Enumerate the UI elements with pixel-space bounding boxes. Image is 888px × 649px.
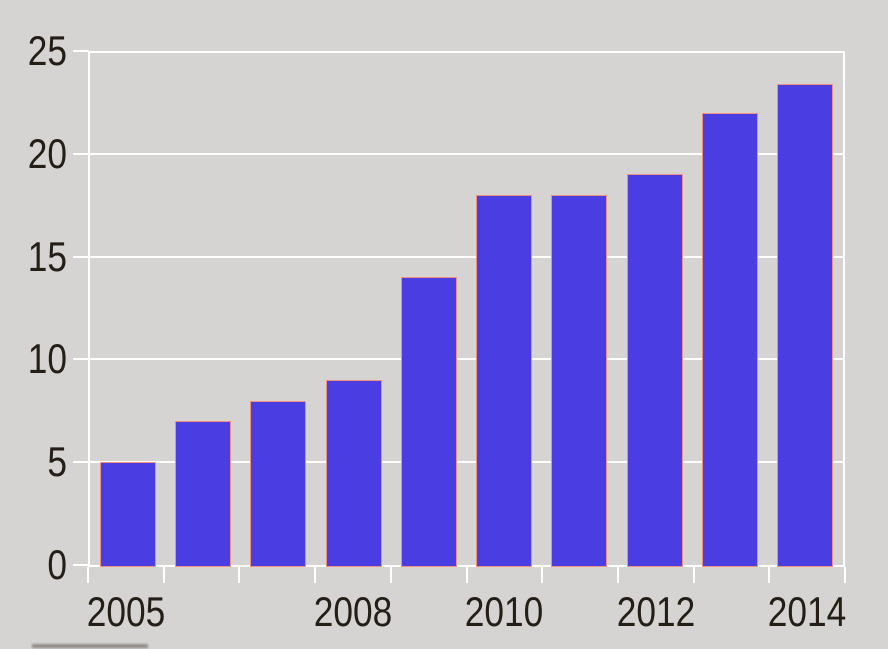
- gridline-5: [90, 461, 843, 464]
- y-axis-tick-label-0: 0: [47, 541, 67, 588]
- y-axis-tick-5: [73, 461, 89, 464]
- x-axis-tick-label-2005: 2005: [86, 588, 166, 635]
- x-axis-tick-2: [238, 567, 241, 583]
- gridline-20: [90, 152, 843, 155]
- y-axis-tick-25: [73, 50, 89, 52]
- bar-2011: [551, 194, 608, 567]
- cutoff-text-fragment: [32, 644, 148, 648]
- y-axis-tick-label-25: 25: [27, 27, 68, 74]
- y-axis-tick-15: [73, 255, 89, 258]
- bar-2007: [250, 400, 307, 567]
- x-axis-tick-3: [314, 567, 317, 583]
- bar-2014: [777, 83, 834, 567]
- y-axis-tick-10: [73, 358, 89, 361]
- bar-2013: [702, 112, 759, 567]
- bars-layer: [90, 53, 843, 567]
- x-axis-tick-10: [844, 567, 846, 583]
- bar-2008: [325, 379, 382, 567]
- grid-layer: [90, 53, 843, 565]
- x-axis-tick-9: [768, 567, 771, 583]
- y-axis-tick-label-20: 20: [27, 129, 68, 177]
- x-axis-tick-1: [162, 567, 165, 583]
- x-axis-tick-label-2012: 2012: [616, 588, 695, 635]
- x-axis-tick-8: [692, 567, 695, 583]
- x-axis-tick-7: [616, 567, 619, 583]
- x-axis-tick-4: [389, 567, 392, 583]
- gridline-15: [90, 255, 843, 258]
- x-axis-tick-label-2014: 2014: [767, 588, 847, 635]
- x-axis-tick-0: [87, 567, 89, 583]
- x-axis-tick-label-2010: 2010: [465, 588, 544, 635]
- y-axis-tick-20: [73, 152, 89, 155]
- bar-2005: [99, 462, 156, 567]
- plot-area: [88, 51, 845, 567]
- bar-2010: [476, 194, 533, 567]
- x-axis-tick-5: [465, 567, 468, 583]
- y-axis-tick-label-5: 5: [47, 438, 67, 486]
- y-axis-tick-0: [73, 564, 89, 566]
- y-axis-tick-label-10: 10: [27, 335, 68, 383]
- gridline-10: [90, 358, 843, 361]
- y-axis-tick-label-15: 15: [27, 232, 68, 280]
- bar-2006: [174, 421, 231, 567]
- bar-2009: [400, 277, 457, 567]
- x-axis-tick-6: [541, 567, 544, 583]
- bar-2012: [626, 174, 683, 567]
- x-axis-tick-label-2008: 2008: [313, 588, 393, 635]
